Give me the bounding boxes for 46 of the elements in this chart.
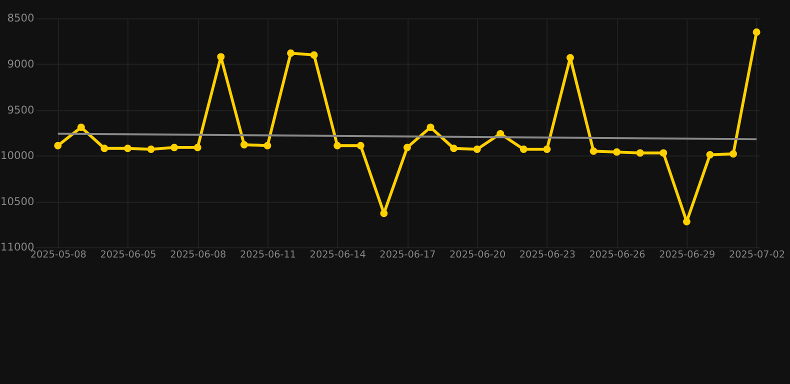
x-tick-label: 2025-06-08 xyxy=(170,249,226,260)
point xyxy=(566,54,574,62)
x-tick-label: 2025-06-11 xyxy=(240,249,296,260)
x-tick-label: 2025-06-26 xyxy=(589,249,646,260)
point xyxy=(217,53,225,61)
point xyxy=(752,28,760,36)
point xyxy=(170,144,178,152)
point xyxy=(450,144,458,152)
point xyxy=(706,151,714,159)
y-tick-label: 9500 xyxy=(7,103,35,116)
point xyxy=(730,150,738,158)
y-tick-label: 10000 xyxy=(0,149,35,162)
point xyxy=(403,144,411,152)
point xyxy=(590,147,598,155)
point xyxy=(636,149,644,157)
point xyxy=(124,144,132,152)
x-tick-label: 2025-06-20 xyxy=(450,249,506,260)
point xyxy=(682,218,690,226)
point xyxy=(543,146,551,154)
x-tick-label: 2025-06-29 xyxy=(659,249,716,260)
point xyxy=(473,146,481,154)
x-tick-label: 2025-05-08 xyxy=(30,249,86,260)
point xyxy=(77,124,85,132)
x-tick-label: 2025-06-17 xyxy=(380,249,436,260)
x-tick-label: 2025-06-05 xyxy=(100,249,156,260)
point xyxy=(240,140,248,148)
point xyxy=(334,142,342,150)
point xyxy=(100,144,108,152)
point xyxy=(264,142,272,150)
point xyxy=(194,144,202,152)
point xyxy=(310,51,318,59)
point xyxy=(660,149,668,157)
y-tick-label: 8500 xyxy=(7,12,35,25)
x-tick-label: 2025-06-14 xyxy=(310,249,366,260)
point xyxy=(426,124,434,132)
point xyxy=(54,142,62,150)
x-tick-label: 2025-06-23 xyxy=(519,249,576,260)
y-tick-label: 10500 xyxy=(0,194,35,208)
point xyxy=(147,146,155,154)
point xyxy=(380,210,388,218)
y-tick-label: 9000 xyxy=(7,58,35,71)
point xyxy=(613,148,621,156)
point xyxy=(356,142,364,150)
x-tick-label: 2025-07-02 xyxy=(729,249,786,260)
point xyxy=(520,146,528,154)
point xyxy=(287,49,294,57)
